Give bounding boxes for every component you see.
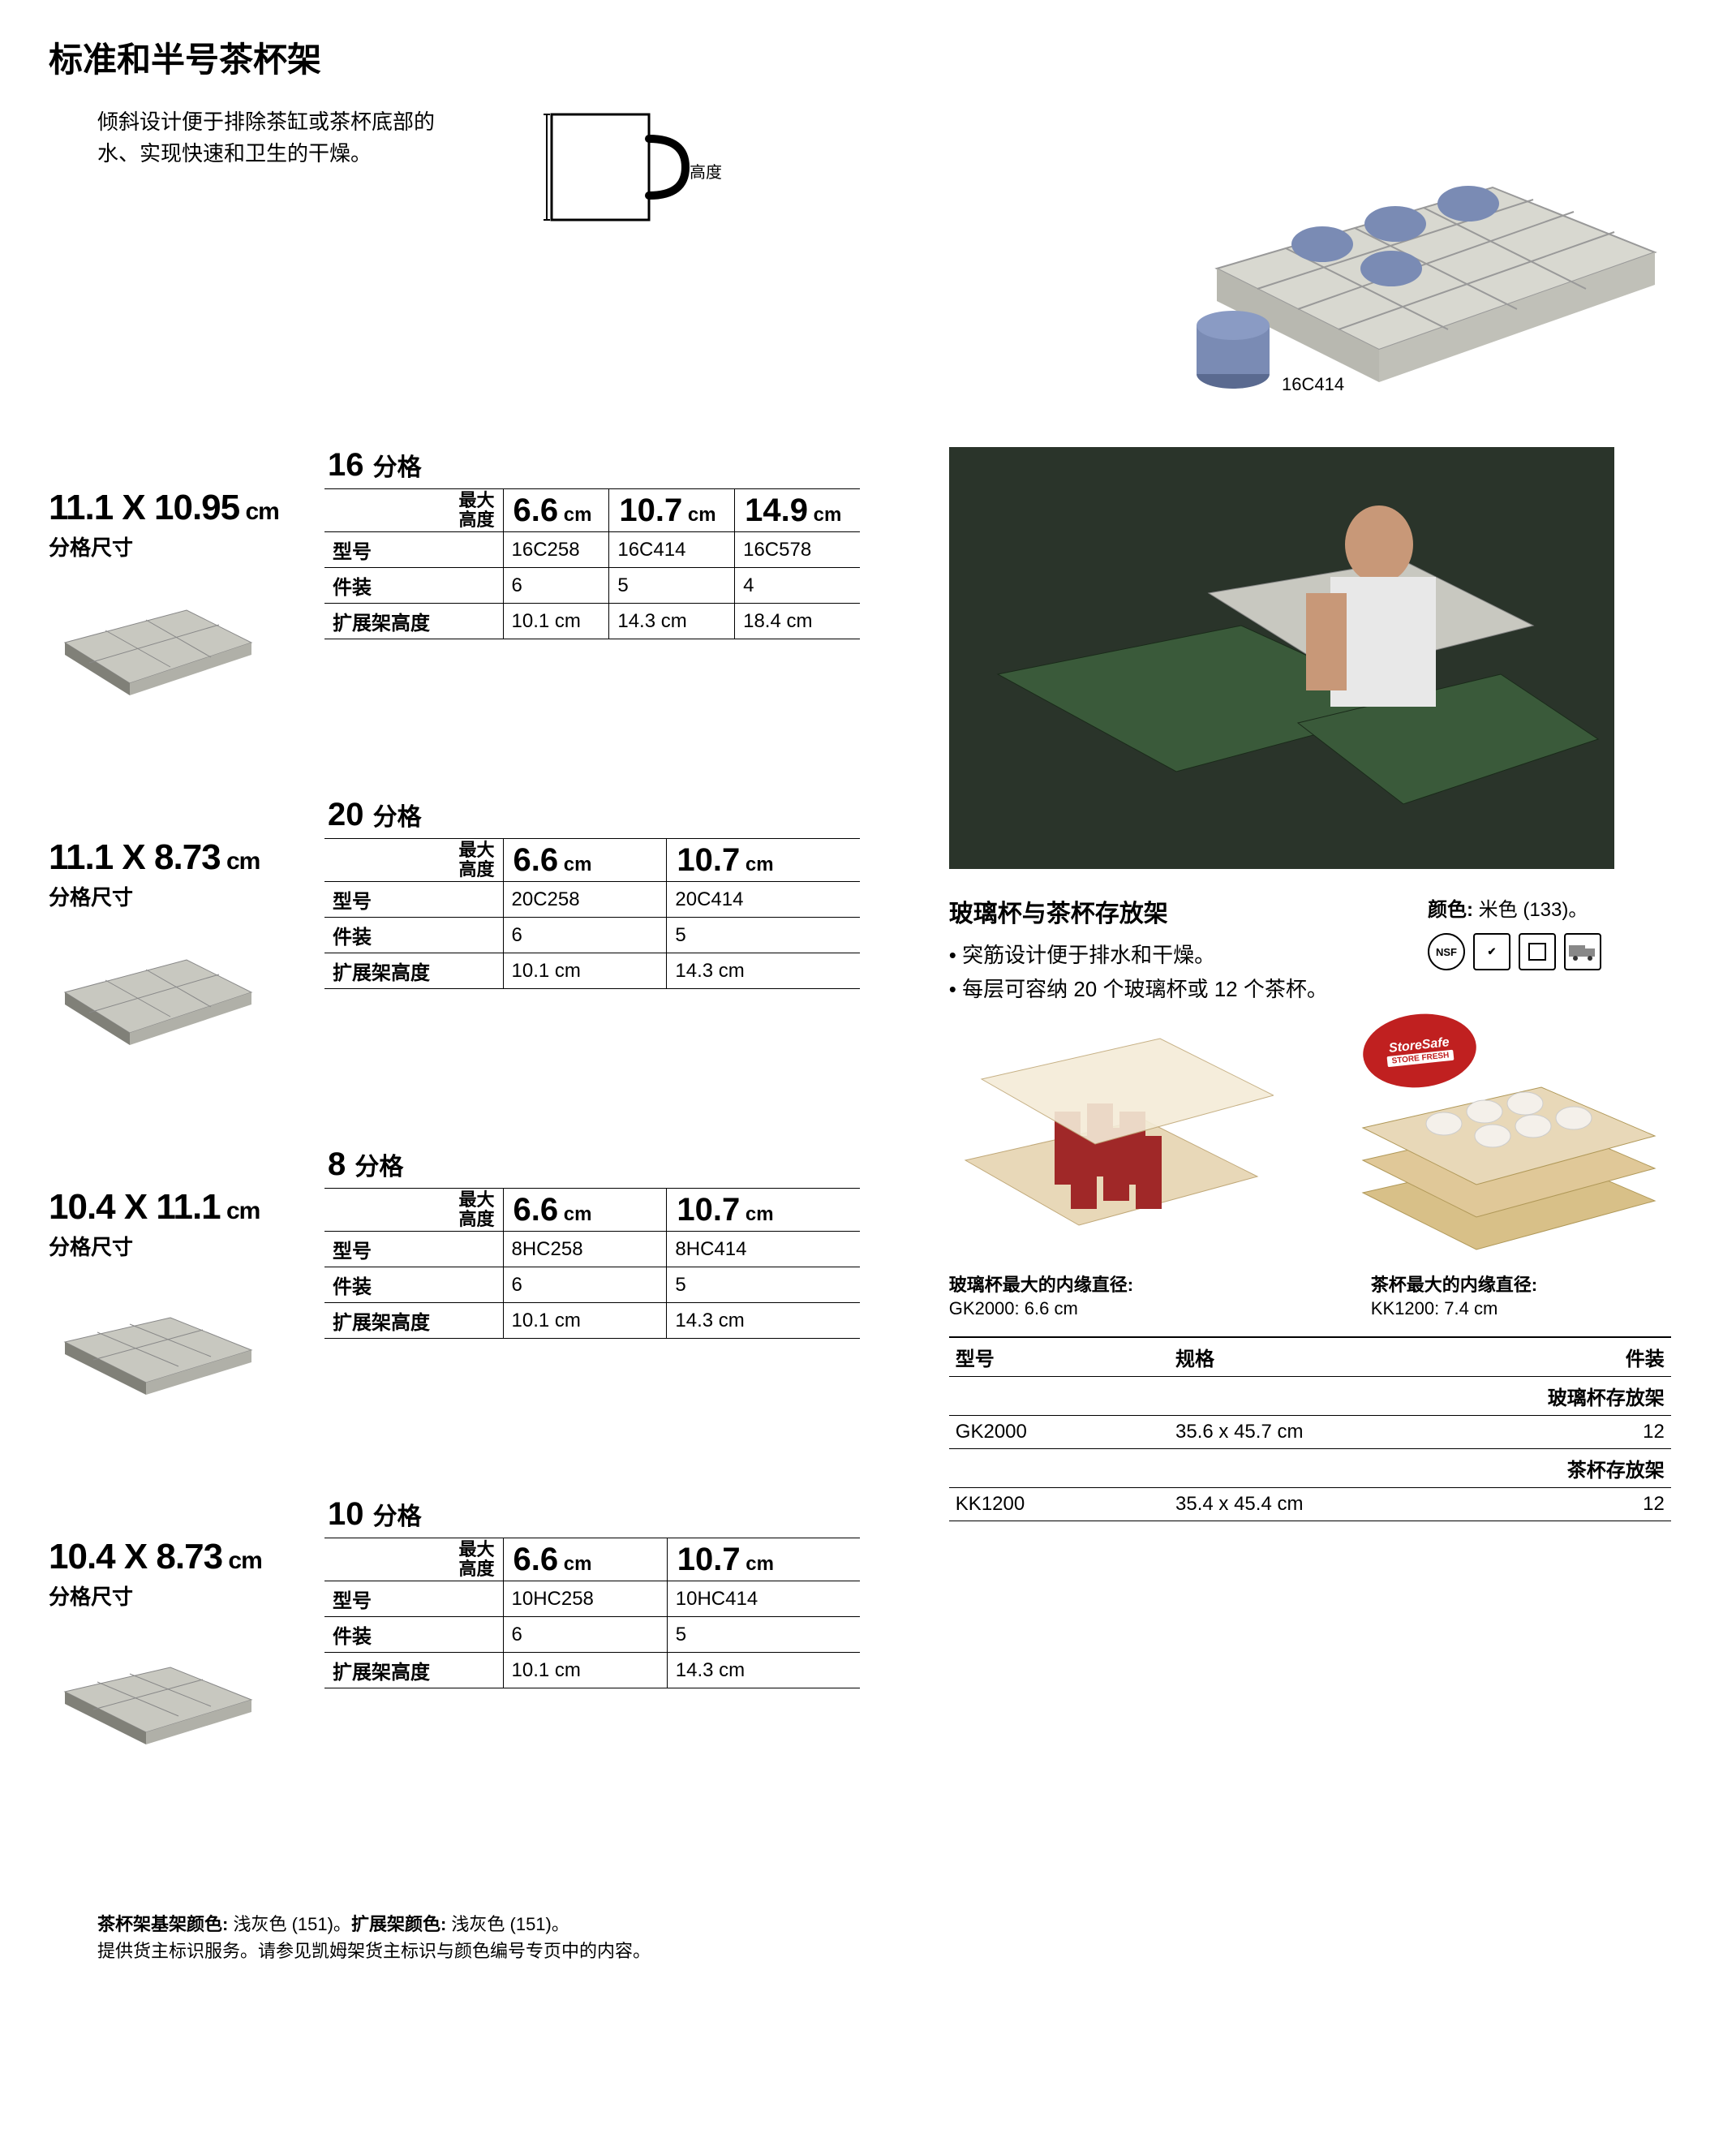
compartment-size: 10.4 X 11.1 cm — [49, 1187, 324, 1228]
spec-block: 10.4 X 11.1 cm 分格尺寸 8 分格 最大高度6.6 cm10.7 … — [49, 1146, 860, 1399]
compartment-count: 10 分格 — [328, 1496, 860, 1533]
cup-diagram: 高度 — [535, 98, 714, 415]
table-header: 件装 — [1536, 1337, 1671, 1377]
spec-block: 11.1 X 8.73 cm 分格尺寸 20 分格 最大高度6.6 cm10.7… — [49, 797, 860, 1049]
table-row: 扩展架高度10.1 cm14.3 cm — [324, 1303, 860, 1339]
glass-caption: 玻璃杯最大的内缘直径: GK2000: 6.6 cm — [949, 1274, 1225, 1320]
cup-caption: 茶杯最大的内缘直径: KK1200: 7.4 cm — [1371, 1274, 1647, 1320]
table-column: 8 分格 最大高度6.6 cm10.7 cm 型号8HC2588HC414 件装… — [324, 1146, 860, 1339]
size-label: 分格尺寸 — [49, 1581, 324, 1611]
compartment-count: 8 分格 — [328, 1146, 860, 1183]
hero-model-label: 16C414 — [1282, 374, 1344, 395]
spec-tables-column: 11.1 X 10.95 cm 分格尺寸 16 分格 最大高度6.6 cm10.… — [49, 447, 860, 1846]
compartment-size: 10.4 X 8.73 cm — [49, 1537, 324, 1577]
nsf-icon: NSF — [1428, 933, 1465, 970]
shipping-icon — [1564, 933, 1601, 970]
spec-block: 10.4 X 8.73 cm 分格尺寸 10 分格 最大高度6.6 cm10.7… — [49, 1496, 860, 1749]
table-row: 扩展架高度10.1 cm14.3 cm18.4 cm — [324, 604, 860, 639]
spec-table: 最大高度6.6 cm10.7 cm 型号10HC25810HC414 件装65 … — [324, 1538, 860, 1688]
color-info: 颜色: 米色 (133)。 NSF ✔ — [1428, 893, 1687, 1006]
storage-bullets: 突筋设计便于排水和干燥。 每层可容纳 20 个玻璃杯或 12 个茶杯。 — [949, 939, 1395, 1006]
table-header-row: 最大高度6.6 cm10.7 cm — [324, 839, 860, 882]
table-header-row: 最大高度6.6 cm10.7 cm14.9 cm — [324, 489, 860, 532]
table-column: 10 分格 最大高度6.6 cm10.7 cm 型号10HC25810HC414… — [324, 1496, 860, 1688]
table-row: 件装65 — [324, 1267, 860, 1303]
storage-title: 玻璃杯与茶杯存放架 — [949, 893, 1395, 929]
storage-section: 玻璃杯与茶杯存放架 突筋设计便于排水和干燥。 每层可容纳 20 个玻璃杯或 12… — [949, 893, 1687, 1006]
right-column: 玻璃杯与茶杯存放架 突筋设计便于排水和干燥。 每层可容纳 20 个玻璃杯或 12… — [892, 447, 1687, 1846]
size-column: 10.4 X 8.73 cm 分格尺寸 — [49, 1496, 324, 1749]
cup-height-label: 高度 — [690, 159, 868, 183]
intro-row: 倾斜设计便于排除茶缸或茶杯底部的水、实现快速和卫生的干燥。 高度 — [49, 106, 1687, 415]
intro-text: 倾斜设计便于排除茶缸或茶杯底部的水、实现快速和卫生的干燥。 — [97, 106, 438, 415]
table-row: 件装65 — [324, 918, 860, 953]
spec-block: 11.1 X 10.95 cm 分格尺寸 16 分格 最大高度6.6 cm10.… — [49, 447, 860, 699]
compartment-size: 11.1 X 10.95 cm — [49, 488, 324, 528]
table-row: 型号16C25816C41416C578 — [324, 532, 860, 568]
glass-rack-image — [949, 1030, 1274, 1258]
table-header: 规格 — [1169, 1337, 1536, 1377]
size-label: 分格尺寸 — [49, 881, 324, 911]
certification-icons: NSF ✔ — [1428, 933, 1687, 970]
table-row: 扩展架高度10.1 cm14.3 cm — [324, 1653, 860, 1688]
table-row: 型号10HC25810HC414 — [324, 1581, 860, 1617]
product-captions: 玻璃杯最大的内缘直径: GK2000: 6.6 cm 茶杯最大的内缘直径: KK… — [949, 1274, 1687, 1320]
spec-table: 最大高度6.6 cm10.7 cm 型号8HC2588HC414 件装65 扩展… — [324, 1188, 860, 1339]
storage-spec-table: 型号 规格 件装 玻璃杯存放架 GK200035.6 x 45.7 cm12 茶… — [949, 1336, 1671, 1521]
rack-thumbnail — [49, 1285, 260, 1399]
table-column: 20 分格 最大高度6.6 cm10.7 cm 型号20C25820C414 件… — [324, 797, 860, 989]
size-label: 分格尺寸 — [49, 1231, 324, 1261]
table-header-row: 最大高度6.6 cm10.7 cm — [324, 1189, 860, 1232]
footnote: 茶杯架基架颜色: 浅灰色 (151)。扩展架颜色: 浅灰色 (151)。 提供货… — [97, 1911, 1687, 1964]
compartment-count: 20 分格 — [328, 797, 860, 833]
hero-rack-image: 16C414 — [1152, 106, 1687, 415]
rack-thumbnail — [49, 936, 260, 1049]
table-header: 型号 — [949, 1337, 1169, 1377]
storage-bullet: 每层可容纳 20 个玻璃杯或 12 个茶杯。 — [949, 973, 1395, 1007]
spec-table: 最大高度6.6 cm10.7 cm 型号20C25820C414 件装65 扩展… — [324, 838, 860, 989]
table-row: 件装654 — [324, 568, 860, 604]
compartment-size: 11.1 X 8.73 cm — [49, 837, 324, 878]
spec-table: 最大高度6.6 cm10.7 cm14.9 cm 型号16C25816C4141… — [324, 488, 860, 639]
size-label: 分格尺寸 — [49, 531, 324, 561]
table-row: 型号8HC2588HC414 — [324, 1232, 860, 1267]
table-row: 型号20C25820C414 — [324, 882, 860, 918]
cup-rack-image — [1339, 1030, 1663, 1258]
storage-bullet: 突筋设计便于排水和干燥。 — [949, 939, 1395, 973]
size-column: 11.1 X 8.73 cm 分格尺寸 — [49, 797, 324, 1049]
table-category: 茶杯存放架 — [949, 1449, 1671, 1488]
dishwasher-icon — [1519, 933, 1556, 970]
table-row: 件装65 — [324, 1617, 860, 1653]
rack-thumbnail — [49, 1635, 260, 1749]
storage-product-images: StoreSafe STORE FRESH — [949, 1030, 1687, 1258]
table-row: 扩展架高度10.1 cm14.3 cm — [324, 953, 860, 989]
kitchen-context-photo — [949, 447, 1614, 869]
table-header-row: 最大高度6.6 cm10.7 cm — [324, 1538, 860, 1581]
page-title: 标准和半号茶杯架 — [49, 32, 1687, 82]
table-row: KK120035.4 x 45.4 cm12 — [949, 1488, 1671, 1521]
table-row: GK200035.6 x 45.7 cm12 — [949, 1416, 1671, 1449]
rack-thumbnail — [49, 586, 260, 699]
size-column: 10.4 X 11.1 cm 分格尺寸 — [49, 1146, 324, 1399]
check-icon: ✔ — [1473, 933, 1510, 970]
table-column: 16 分格 最大高度6.6 cm10.7 cm14.9 cm 型号16C2581… — [324, 447, 860, 639]
compartment-count: 16 分格 — [328, 447, 860, 484]
table-category: 玻璃杯存放架 — [949, 1377, 1671, 1416]
size-column: 11.1 X 10.95 cm 分格尺寸 — [49, 447, 324, 699]
